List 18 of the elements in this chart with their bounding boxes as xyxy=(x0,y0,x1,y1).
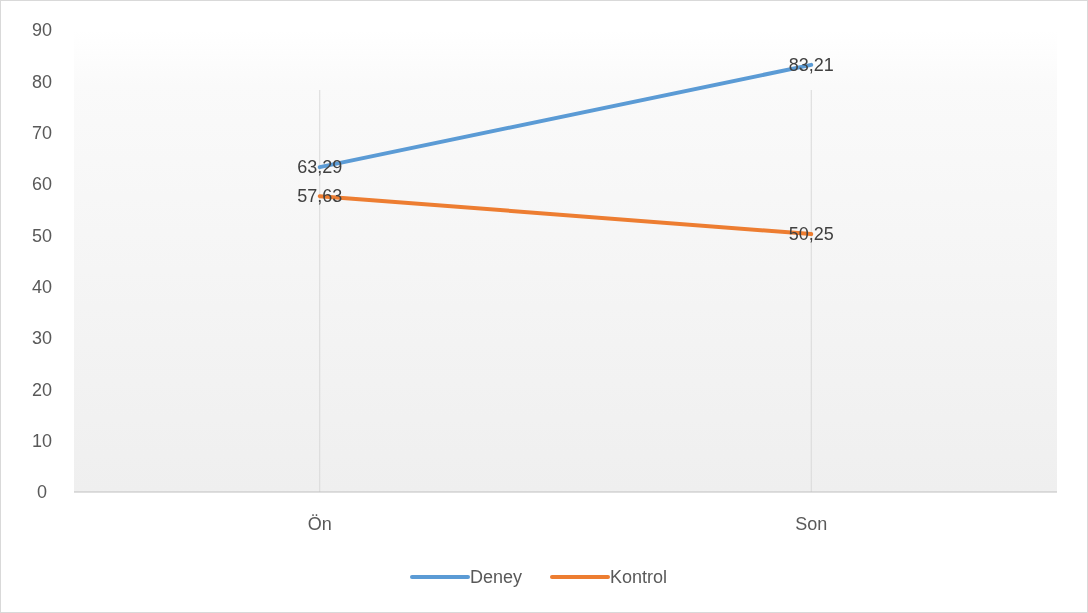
legend-label: Deney xyxy=(470,567,523,588)
y-tick-label: 70 xyxy=(31,122,53,143)
data-label: 63,29 xyxy=(297,157,343,178)
legend-label: Kontrol xyxy=(610,567,668,588)
data-label: 57,63 xyxy=(297,186,343,207)
x-tick-label: Son xyxy=(795,514,828,534)
data-label: 83,21 xyxy=(788,55,834,76)
y-tick-label: 50 xyxy=(31,225,53,246)
x-tick-label: Ön xyxy=(307,514,332,534)
y-tick-label: 30 xyxy=(31,328,53,349)
y-tick-label: 60 xyxy=(31,174,53,195)
y-tick-label: 90 xyxy=(31,20,53,41)
y-tick-label: 10 xyxy=(31,430,53,451)
y-tick-label: 0 xyxy=(36,482,48,503)
data-label: 50,25 xyxy=(788,224,834,245)
y-tick-label: 40 xyxy=(31,276,53,297)
y-tick-label: 20 xyxy=(31,379,53,400)
y-tick-label: 80 xyxy=(31,71,53,92)
